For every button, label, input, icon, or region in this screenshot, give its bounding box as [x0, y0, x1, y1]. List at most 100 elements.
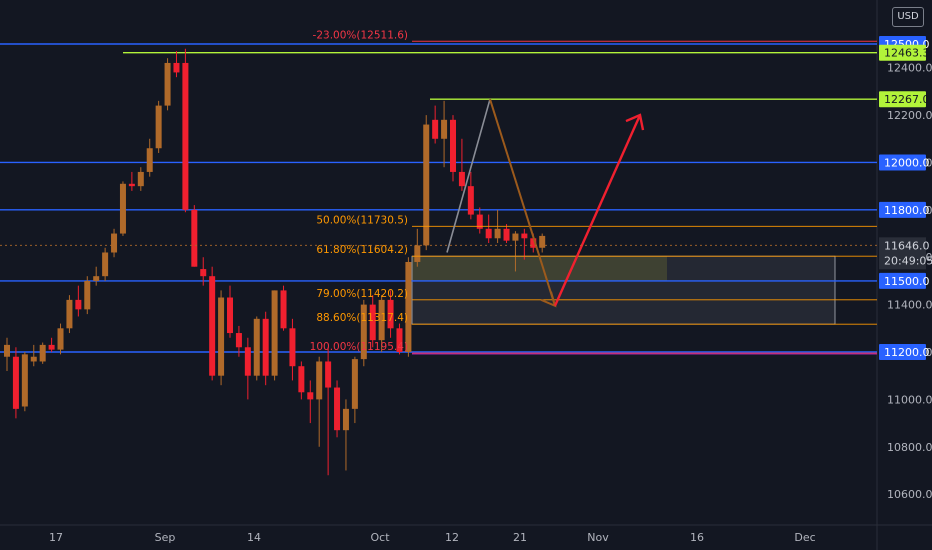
candle	[289, 318, 296, 381]
candle	[235, 325, 242, 357]
candle	[137, 167, 144, 191]
candle-body	[146, 148, 153, 172]
fib-label: 100.00%(11195.4)	[310, 341, 408, 353]
candle-body	[164, 62, 171, 106]
candle	[476, 207, 483, 234]
candle	[325, 347, 332, 476]
candle	[102, 247, 109, 281]
projection-arrow	[553, 114, 642, 307]
currency-badge[interactable]: USD	[892, 7, 924, 27]
y-tick-label: 12400.0	[887, 62, 932, 75]
price-tag: 11800.0	[879, 201, 930, 218]
candle	[66, 295, 73, 334]
candle	[164, 58, 171, 111]
x-tick-label: 16	[690, 531, 704, 544]
y-tick-label: 10600.0	[887, 488, 932, 501]
candle-body	[450, 119, 456, 172]
candle-body	[530, 238, 537, 248]
price-tag-label: 12267.0	[884, 93, 930, 106]
candle	[369, 295, 376, 348]
candle-body	[503, 228, 510, 241]
candle-body	[369, 304, 376, 341]
candle	[128, 171, 135, 191]
candle	[253, 316, 260, 381]
candle	[458, 138, 465, 191]
candle-body	[137, 171, 144, 187]
candle	[512, 231, 519, 272]
candle	[423, 115, 430, 251]
candle-body	[155, 105, 162, 149]
candle	[271, 290, 278, 381]
candle	[334, 380, 341, 438]
candle-body	[485, 228, 492, 239]
candle-body	[244, 347, 251, 376]
candle-body	[342, 408, 349, 431]
candle-body	[21, 354, 28, 407]
candle	[441, 100, 448, 168]
candle	[191, 205, 198, 267]
candle-body	[441, 119, 448, 139]
candle-body	[280, 290, 287, 329]
candle	[450, 115, 456, 182]
candle	[173, 51, 180, 78]
candle	[111, 228, 118, 258]
candle-body	[30, 356, 37, 362]
candle-body	[334, 387, 341, 431]
price-tag-bg	[879, 272, 926, 289]
candle	[396, 323, 403, 355]
candle-body	[235, 333, 242, 348]
candle-body	[316, 361, 323, 400]
fib-label: 50.00%(11730.5)	[316, 214, 408, 226]
candle-body	[414, 245, 421, 262]
candle-body	[351, 359, 358, 409]
candle-body	[39, 344, 46, 362]
price-tag-label: 11200.0	[884, 346, 930, 359]
candle	[432, 105, 439, 144]
candle	[218, 290, 225, 386]
pattern-leg-grey	[446, 98, 491, 253]
y-tick-label: 12200.0	[887, 109, 932, 122]
x-tick-label: Oct	[370, 531, 390, 544]
candle-body	[84, 280, 91, 310]
current-price-label: 11646.0	[884, 239, 930, 252]
x-tick-label: 12	[445, 531, 459, 544]
candle	[387, 290, 394, 338]
candle-body	[396, 328, 403, 352]
candle	[200, 257, 207, 286]
price-tag-bg	[879, 44, 926, 61]
candle-body	[191, 209, 198, 267]
candle	[48, 337, 55, 352]
countdown-label: 20:49:05	[884, 254, 932, 267]
candle-body	[253, 318, 260, 376]
candle-body	[539, 235, 546, 248]
candle	[75, 285, 82, 317]
candle	[12, 347, 19, 419]
price-tag-label: 12463.3	[884, 47, 930, 60]
candle-body	[227, 297, 233, 334]
candle-body	[128, 183, 135, 187]
candle	[503, 224, 510, 244]
candle	[316, 356, 323, 447]
candle	[21, 352, 28, 412]
demand-zone-rect	[411, 255, 836, 325]
x-tick-label: Sep	[155, 531, 176, 544]
candle	[298, 361, 305, 400]
candle-body	[182, 62, 189, 210]
y-tick-label: 10800.0	[887, 441, 932, 454]
price-tag: 11500.0	[879, 272, 930, 289]
candle-body	[173, 62, 180, 73]
candle	[307, 380, 314, 424]
candle-body	[271, 290, 278, 376]
candle-body	[4, 344, 10, 357]
candle	[30, 344, 37, 367]
candle-body	[378, 299, 385, 341]
y-tick-label: 11000.0	[887, 393, 932, 406]
projection-arrowhead	[625, 113, 645, 131]
price-tag: 12267.0	[879, 91, 930, 108]
candle	[414, 228, 421, 267]
price-tag: 11200.0	[879, 344, 930, 360]
candle-body	[66, 299, 73, 329]
candle	[119, 181, 126, 236]
